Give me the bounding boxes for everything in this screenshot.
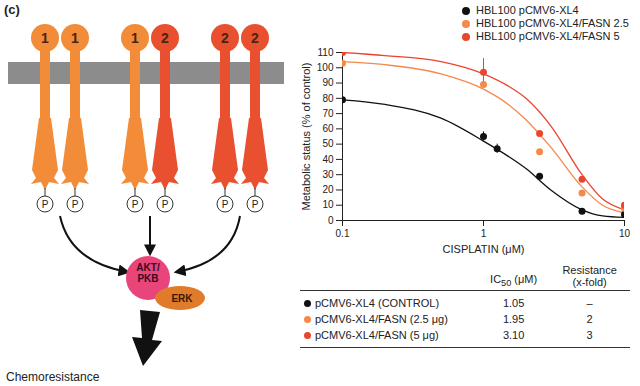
svg-text:40: 40	[322, 154, 334, 165]
svg-text:P: P	[72, 199, 79, 210]
svg-text:2: 2	[161, 30, 169, 46]
svg-text:1: 1	[41, 30, 49, 46]
svg-text:110: 110	[318, 47, 334, 58]
svg-text:P: P	[132, 199, 139, 210]
svg-text:1: 1	[481, 228, 487, 239]
svg-text:60: 60	[322, 123, 334, 134]
svg-text:ERK: ERK	[171, 293, 193, 304]
html-text:pCMV6-XL4/FASN (5 μg): pCMV6-XL4/FASN (5 μg)	[315, 329, 439, 341]
html-text:pCMV6-XL4 (CONTROL): pCMV6-XL4 (CONTROL)	[315, 297, 440, 309]
svg-text:70: 70	[322, 108, 334, 119]
svg-text:(c): (c)	[4, 2, 20, 17]
svg-text:80: 80	[322, 93, 334, 104]
svg-text:0: 0	[328, 215, 334, 226]
html-text:(x-fold): (x-fold)	[572, 276, 607, 288]
svg-text:30: 30	[322, 169, 334, 180]
html-text:IC50(μM): IC50(μM)	[490, 272, 538, 288]
html-text:1.95: 1.95	[502, 313, 525, 325]
svg-text:50: 50	[322, 138, 334, 149]
html-text:HBL100 pCMV6-XL4/FASN 5: HBL100 pCMV6-XL4/FASN 5	[476, 30, 620, 42]
svg-text:10: 10	[619, 228, 631, 239]
svg-text:2: 2	[251, 30, 259, 46]
html-text:pCMV6-XL4/FASN (2.5 μg): pCMV6-XL4/FASN (2.5 μg)	[315, 313, 448, 325]
html-text:3: 3	[586, 329, 593, 341]
html-text:HBL100 pCMV6-XL4: HBL100 pCMV6-XL4	[476, 4, 579, 16]
html-text:3.10: 3.10	[502, 329, 525, 341]
svg-text:20: 20	[322, 184, 334, 195]
svg-text:0.1: 0.1	[336, 228, 350, 239]
svg-text:P: P	[42, 199, 49, 210]
html-text:2: 2	[586, 313, 593, 325]
svg-text:PKB: PKB	[137, 273, 158, 284]
svg-text:100: 100	[317, 62, 334, 73]
svg-text:10: 10	[322, 199, 334, 210]
svg-text:1: 1	[131, 30, 139, 46]
svg-text:90: 90	[322, 77, 334, 88]
svg-text:P: P	[252, 199, 259, 210]
svg-text:1: 1	[71, 30, 79, 46]
svg-text:AKT/: AKT/	[136, 262, 160, 273]
html-text:Resistance: Resistance	[562, 264, 617, 276]
svg-text:CISPLATIN (μM): CISPLATIN (μM)	[443, 243, 525, 255]
svg-text:2: 2	[221, 30, 229, 46]
svg-text:P: P	[222, 199, 229, 210]
html-text:1.05: 1.05	[502, 297, 525, 309]
html-text:HBL100 pCMV6-XL4/FASN 2.5: HBL100 pCMV6-XL4/FASN 2.5	[476, 17, 629, 29]
svg-text:P: P	[162, 199, 169, 210]
svg-text:Chemoresistance: Chemoresistance	[6, 370, 100, 384]
svg-text:Metabolic status (% of control: Metabolic status (% of control)	[300, 63, 312, 211]
